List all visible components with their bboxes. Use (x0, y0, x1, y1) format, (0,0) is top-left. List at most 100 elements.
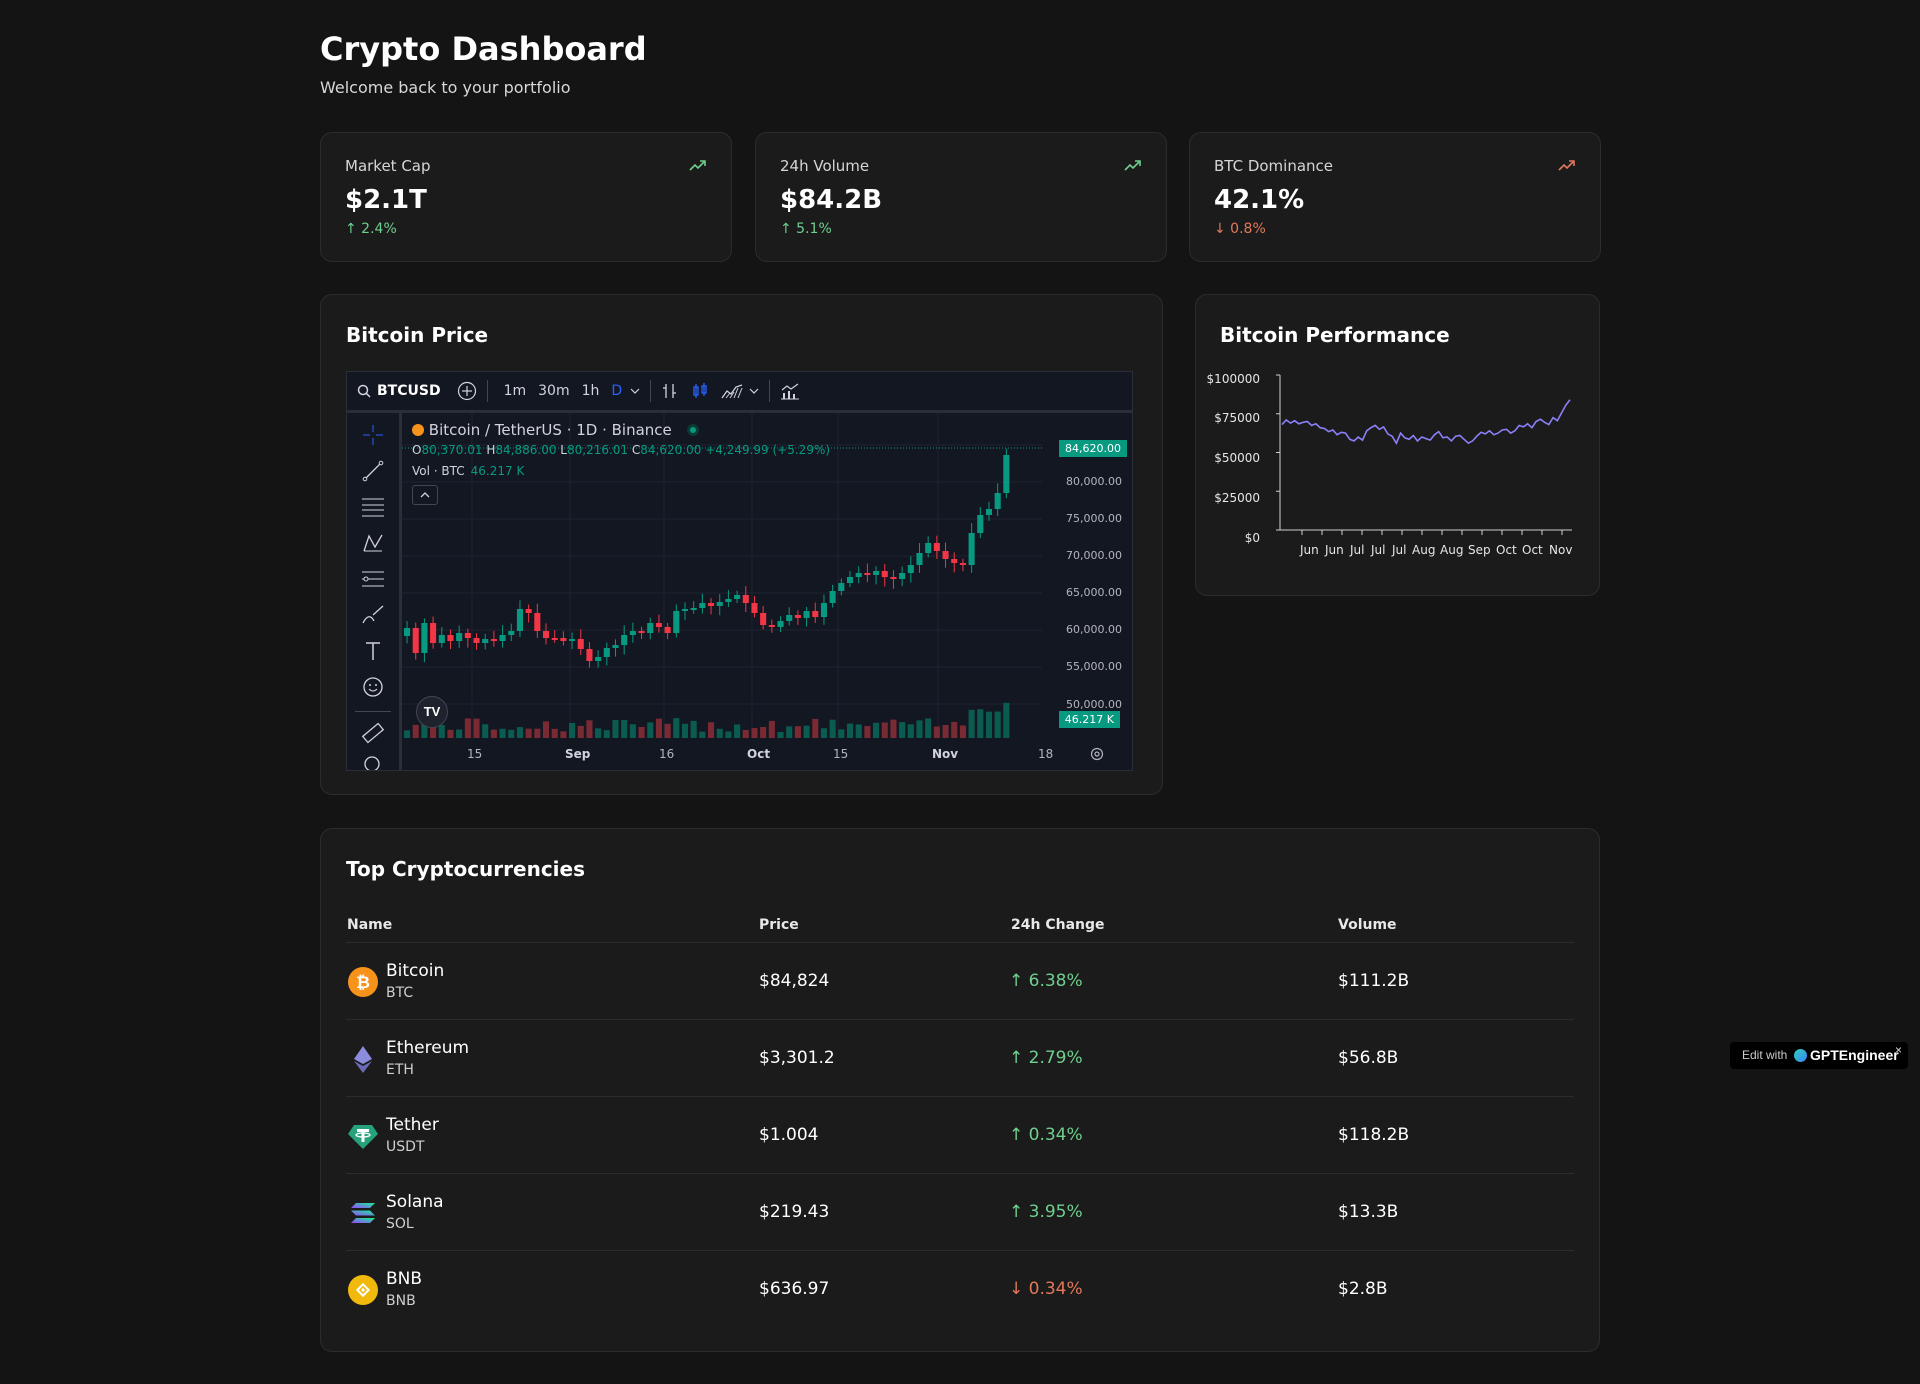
candles-icon[interactable] (691, 382, 709, 400)
bitcoin-icon: ₿ (348, 967, 378, 997)
candle-body (881, 571, 888, 577)
candle-body (542, 631, 550, 638)
projection-icon[interactable] (361, 567, 385, 591)
chevron-down-icon[interactable] (749, 388, 759, 394)
table-row[interactable]: Ethereum ETH $3,301.2 ↑ 2.79% $56.8B (346, 1019, 1574, 1097)
candle-body (430, 623, 437, 643)
low-label: L (560, 443, 567, 457)
coin-volume: $13.3B (1338, 1202, 1399, 1222)
settings-icon[interactable] (1090, 747, 1104, 761)
collapse-legend-button[interactable] (412, 485, 438, 505)
interval-30m[interactable]: 30m (538, 383, 570, 399)
volume-bar (803, 725, 810, 738)
stat-change: ↓ 0.8% (1214, 221, 1266, 237)
interval-d[interactable]: D (611, 383, 623, 399)
candle-body (612, 645, 619, 648)
volume-bar (751, 728, 758, 738)
coin-symbol: BTC (386, 985, 414, 1001)
solana-icon (351, 1203, 375, 1223)
volume-bar (560, 731, 567, 738)
emoji-icon[interactable] (361, 675, 385, 699)
candle-body (673, 611, 680, 633)
tradingview-logo-icon[interactable]: TV (416, 696, 448, 728)
bar-style-icon[interactable] (661, 382, 679, 400)
volume-bar (994, 711, 1001, 738)
text-tool-icon[interactable] (361, 639, 385, 663)
volume-bar (603, 730, 610, 738)
card-title: Top Cryptocurrencies (346, 857, 586, 881)
x-tick: 15 (467, 747, 483, 761)
zoom-icon[interactable] (361, 753, 385, 771)
y-tick: 80,000.00 (1066, 475, 1122, 488)
close-icon[interactable]: × (1894, 1043, 1902, 1057)
coin-name: Tether (386, 1115, 439, 1135)
volume-bar (777, 731, 784, 738)
stat-value: $84.2B (780, 185, 883, 215)
volume-bar (516, 727, 523, 738)
candle-body (664, 627, 671, 633)
stat-label: BTC Dominance (1214, 157, 1334, 175)
crosshair-icon[interactable] (361, 423, 385, 447)
tradingview-widget[interactable]: BTCUSD 1m 30m 1h D (346, 371, 1133, 771)
page-title: Crypto Dashboard (320, 30, 647, 68)
candle-body (760, 613, 767, 625)
table-row[interactable]: Tether USDT $1.004 ↑ 0.34% $118.2B (346, 1096, 1574, 1174)
column-header-change[interactable]: 24h Change (1011, 917, 1105, 933)
table-row[interactable]: BNB BNB $636.97 ↓ 0.34% $2.8B (346, 1250, 1574, 1328)
column-header-volume[interactable]: Volume (1338, 917, 1397, 933)
coin-name: BNB (386, 1269, 423, 1289)
coin-price: $3,301.2 (759, 1048, 835, 1068)
trend-line-icon[interactable] (361, 459, 385, 483)
perf-x-tick: Sep (1468, 543, 1491, 557)
column-header-name[interactable]: Name (347, 917, 393, 933)
volume-bar (490, 729, 497, 738)
interval-1m[interactable]: 1m (503, 383, 527, 399)
chart-area[interactable]: Bitcoin / TetherUS · 1D · Binance O80,37… (402, 413, 1132, 770)
ruler-icon[interactable] (361, 721, 385, 745)
btc-logo-icon (412, 424, 424, 436)
gpt-engineer-badge[interactable]: Edit with GPTEngineer × (1730, 1042, 1908, 1069)
candle-body (482, 639, 489, 643)
volume-bar (690, 720, 697, 738)
candle-body (586, 649, 593, 661)
performance-line-chart[interactable] (1276, 365, 1576, 605)
indicators-icon[interactable] (780, 382, 800, 400)
volume-bar (1003, 702, 1010, 738)
candlestick-chart[interactable] (402, 413, 1133, 769)
candle-body (907, 565, 914, 573)
table-row[interactable]: Solana SOL $219.43 ↑ 3.95% $13.3B (346, 1173, 1574, 1251)
candle-body (951, 559, 958, 563)
volume-bar (907, 724, 914, 738)
bnb-icon (348, 1275, 378, 1305)
x-tick: 16 (659, 747, 675, 761)
bitcoin-performance-card: Bitcoin Performance $100000 $75000 $5000… (1195, 294, 1600, 596)
candle-body (525, 609, 532, 613)
stat-label: Market Cap (345, 157, 431, 175)
perf-y-tick: $25000 (1214, 491, 1260, 505)
open-label: O (412, 443, 422, 457)
y-tick: 70,000.00 (1066, 549, 1122, 562)
volume-bar (525, 728, 532, 738)
volume-bar (942, 724, 949, 738)
symbol-search[interactable]: BTCUSD (357, 383, 441, 399)
area-chart-icon[interactable] (721, 382, 743, 400)
coin-change: ↑ 3.95% (1009, 1202, 1083, 1222)
candle-body (855, 573, 862, 577)
fib-retracement-icon[interactable] (361, 495, 385, 519)
candle-body (638, 631, 645, 633)
candle-body (569, 639, 576, 641)
volume-bar (464, 718, 471, 738)
column-header-price[interactable]: Price (759, 917, 799, 933)
candle-body (647, 623, 654, 633)
brush-icon[interactable] (361, 603, 385, 627)
volume-bar (881, 722, 888, 738)
volume-bar (412, 724, 419, 738)
chevron-down-icon[interactable] (630, 388, 640, 394)
table-row[interactable]: ₿ Bitcoin BTC $84,824 ↑ 6.38% $111.2B (346, 942, 1574, 1020)
legend-title: Bitcoin / TetherUS · 1D · Binance (428, 421, 672, 439)
volume-bar (577, 725, 584, 738)
interval-1h[interactable]: 1h (581, 383, 600, 399)
pattern-icon[interactable] (361, 531, 385, 555)
trending-up-icon (689, 160, 706, 171)
compare-add-icon[interactable] (457, 381, 477, 401)
